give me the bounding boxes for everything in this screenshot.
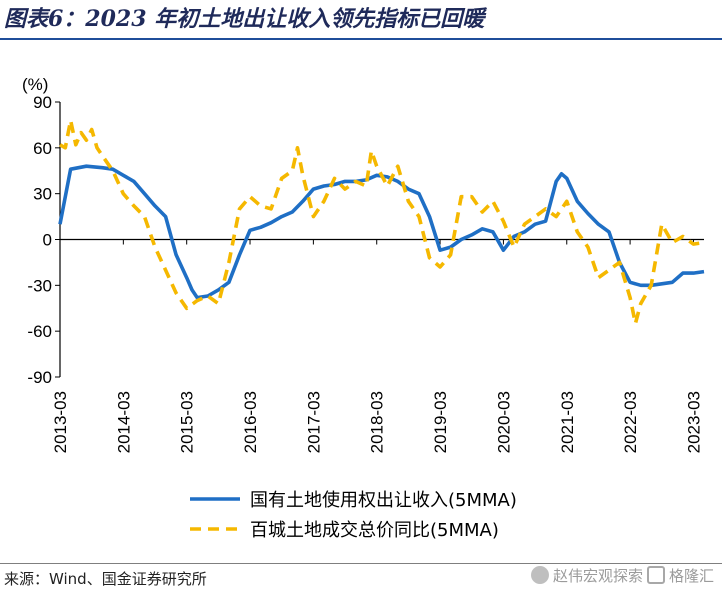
- chart-axes: (%)90 60 30 0 -30 -60 -90 2013-03 2014-03 2015-03…: [22, 75, 704, 453]
- gelonghui-icon: [646, 566, 665, 584]
- x-tick-label: 2015-03: [178, 391, 197, 453]
- y-tick-label: -60: [27, 322, 52, 341]
- x-tick-label: 2014-03: [114, 391, 133, 453]
- chart-legend: 国有土地使用权出让收入(5MMA) 百城土地成交总价同比(5MMA): [190, 490, 517, 541]
- line-chart: (%)90 60 30 0 -30 -60 -90 2013-03 2014-03 2015-03…: [22, 75, 705, 541]
- title-rule: [0, 38, 722, 40]
- watermark: 赵伟宏观探索 格隆汇: [530, 560, 714, 590]
- watermark-text-2: 格隆汇: [668, 566, 714, 585]
- x-tick-label: 2013-03: [51, 391, 70, 453]
- x-tick-label: 2019-03: [431, 391, 450, 453]
- x-tick-label: 2022-03: [621, 391, 640, 453]
- y-tick-label: 60: [33, 139, 52, 158]
- y-tick-label: 0: [43, 231, 52, 250]
- chart-title: 图表6：2023 年初土地出让收入领先指标已回暖: [4, 6, 485, 32]
- source-note: 来源：Wind、国金证券研究所: [4, 570, 207, 588]
- series-line-land-revenue: [58, 164, 705, 300]
- source-rule: [0, 563, 722, 564]
- legend-label: 国有土地使用权出让收入(5MMA): [250, 490, 517, 511]
- y-tick-label: 90: [33, 93, 52, 112]
- wechat-icon: [530, 566, 549, 584]
- x-tick-label: 2017-03: [304, 391, 323, 453]
- x-tick-label: 2023-03: [684, 391, 703, 453]
- x-tick-label: 2021-03: [558, 391, 577, 453]
- x-tick-label: 2016-03: [241, 391, 260, 453]
- y-tick-label: -30: [27, 276, 52, 295]
- x-tick-label: 2020-03: [494, 391, 513, 453]
- watermark-text-1: 赵伟宏观探索: [552, 566, 643, 585]
- x-tick-label: 2018-03: [368, 391, 387, 453]
- y-tick-label: 30: [33, 185, 52, 204]
- y-tick-label: -90: [27, 368, 52, 387]
- chart-lines: [58, 118, 705, 326]
- y-axis-unit: (%): [22, 75, 48, 94]
- series-line-land-transaction: [59, 118, 705, 326]
- legend-label: 百城土地成交总价同比(5MMA): [250, 520, 499, 541]
